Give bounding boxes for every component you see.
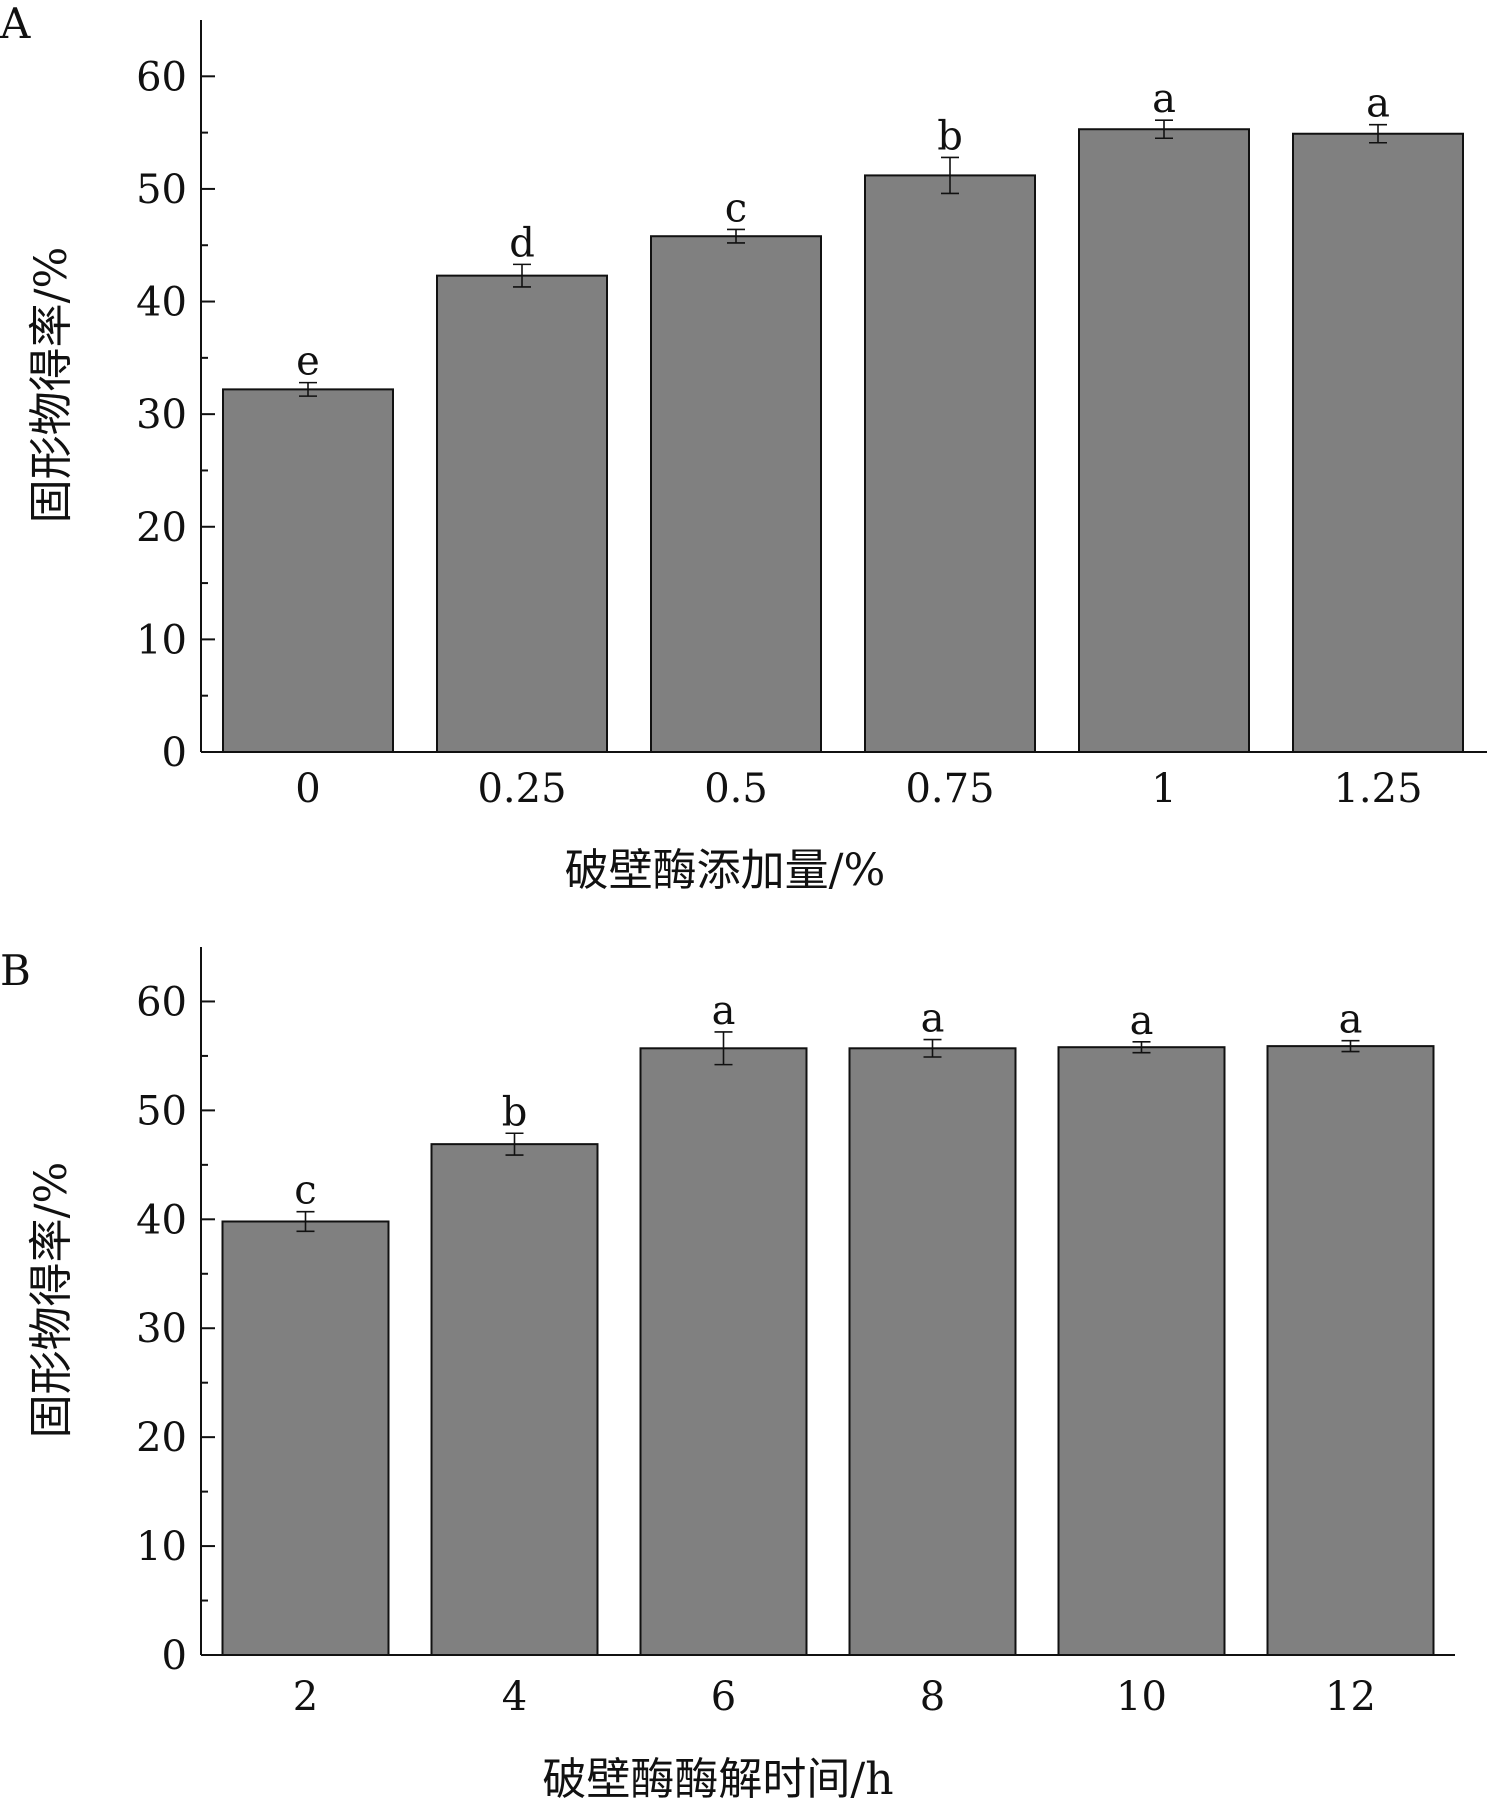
x-tick-label: 6	[711, 1674, 736, 1720]
panel-label: B	[0, 946, 31, 995]
x-tick-label: 1.25	[1333, 766, 1422, 812]
y-tick-label: 0	[162, 1633, 187, 1679]
y-tick-label: 30	[136, 392, 187, 438]
significance-label: c	[294, 1168, 316, 1214]
significance-label: e	[296, 339, 320, 385]
y-tick-label: 20	[136, 1415, 187, 1461]
x-tick-label: 0.5	[704, 766, 768, 812]
significance-label: a	[1366, 81, 1390, 127]
bar	[848, 1047, 1017, 1656]
y-tick-label: 0	[162, 730, 187, 776]
significance-label: d	[509, 220, 535, 266]
y-tick-label: 20	[136, 505, 187, 551]
bar	[221, 1220, 390, 1657]
x-tick-label: 2	[293, 1674, 318, 1720]
panel-b: B c b a a a a 2 4 6 8 10 12 0 10 20 30 40 50 60 破壁酶酶解时间/h…	[0, 946, 1455, 1799]
x-tick-label: 0.75	[905, 766, 994, 812]
panel-label: A	[0, 0, 31, 48]
x-tick-label: 0.25	[477, 766, 566, 812]
y-tick-label: 40	[136, 1197, 187, 1243]
x-tick-label: 8	[920, 1674, 945, 1720]
significance-label: a	[712, 988, 736, 1034]
y-tick-label: 10	[136, 617, 187, 663]
x-tick-label: 4	[502, 1674, 527, 1720]
significance-label: b	[502, 1089, 528, 1135]
significance-label: a	[1130, 998, 1154, 1044]
bar	[650, 235, 822, 753]
bar	[436, 274, 608, 753]
bar	[864, 174, 1036, 753]
x-tick-label: 10	[1116, 1674, 1167, 1720]
axes: 2 4 6 8 10 12 0 10 20 30 40 50 60	[136, 947, 1455, 1720]
axes: 0 0.25 0.5 0.75 1 1.25 0 10 20 30 40 50 60	[136, 20, 1487, 812]
y-tick-label: 50	[136, 167, 187, 213]
y-axis-title: 固形物得率/%	[26, 247, 77, 524]
significance-label: c	[725, 185, 747, 231]
y-tick-label: 30	[136, 1306, 187, 1352]
bar-group: c b a a a a	[221, 988, 1435, 1657]
x-axis-title: 破壁酶酶解时间/h	[542, 1754, 893, 1799]
bar	[430, 1143, 599, 1656]
bar	[222, 388, 394, 753]
y-tick-label: 60	[136, 979, 187, 1025]
bar	[1266, 1045, 1435, 1656]
bar	[1078, 128, 1250, 753]
y-tick-label: 10	[136, 1524, 187, 1570]
bar-group: e d c b a a	[222, 76, 1464, 754]
bar	[639, 1047, 808, 1656]
y-tick-label: 60	[136, 54, 187, 100]
y-tick-label: 50	[136, 1088, 187, 1134]
x-tick-label: 1	[1151, 766, 1176, 812]
y-axis-title: 固形物得率/%	[26, 1162, 77, 1439]
y-tick-label: 40	[136, 280, 187, 326]
significance-label: a	[921, 996, 945, 1042]
bar	[1292, 132, 1464, 754]
x-tick-label: 12	[1325, 1674, 1376, 1720]
x-axis-title: 破壁酶添加量/%	[565, 845, 886, 896]
bar	[1057, 1046, 1226, 1656]
significance-label: a	[1152, 76, 1176, 122]
significance-label: b	[937, 113, 963, 159]
significance-label: a	[1339, 997, 1363, 1043]
x-tick-label: 0	[295, 766, 320, 812]
